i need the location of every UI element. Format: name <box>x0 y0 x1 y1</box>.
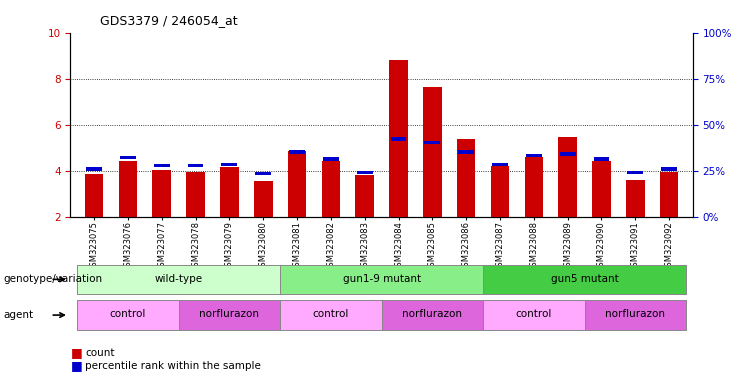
Text: control: control <box>313 310 349 319</box>
Bar <box>659 172 679 217</box>
Bar <box>222 163 237 166</box>
Text: control: control <box>516 310 552 319</box>
Bar <box>119 161 137 217</box>
Bar <box>288 151 306 217</box>
Bar <box>391 137 406 141</box>
Bar <box>289 150 305 154</box>
Bar <box>492 163 508 166</box>
Text: count: count <box>85 348 115 358</box>
Bar <box>457 139 476 217</box>
Bar <box>525 157 543 217</box>
Bar <box>120 156 136 159</box>
Bar <box>280 300 382 330</box>
Text: norflurazon: norflurazon <box>402 310 462 319</box>
Bar <box>423 87 442 217</box>
Bar <box>491 166 509 217</box>
Bar <box>186 172 205 217</box>
Bar <box>483 265 686 294</box>
Bar <box>86 167 102 171</box>
Bar <box>77 300 179 330</box>
Text: genotype/variation: genotype/variation <box>4 274 103 285</box>
Text: ■: ■ <box>70 359 82 372</box>
Bar <box>153 170 171 217</box>
Text: norflurazon: norflurazon <box>605 310 665 319</box>
Bar <box>154 164 170 167</box>
Bar <box>356 175 374 217</box>
Bar <box>483 300 585 330</box>
Text: gun1-9 mutant: gun1-9 mutant <box>342 274 421 284</box>
Text: agent: agent <box>4 310 34 320</box>
Text: control: control <box>110 310 146 319</box>
Bar <box>220 167 239 217</box>
Bar <box>77 265 280 294</box>
Text: ■: ■ <box>70 346 82 359</box>
Bar <box>661 167 677 171</box>
Text: percentile rank within the sample: percentile rank within the sample <box>85 361 261 371</box>
Bar <box>357 171 373 174</box>
Bar <box>256 172 271 175</box>
Bar <box>187 164 204 167</box>
Bar <box>559 137 577 217</box>
Text: norflurazon: norflurazon <box>199 310 259 319</box>
Bar <box>425 141 440 144</box>
Bar <box>585 300 686 330</box>
Bar <box>323 157 339 161</box>
Bar <box>254 181 273 217</box>
Bar <box>592 161 611 217</box>
Bar <box>626 180 645 217</box>
Bar <box>458 150 474 154</box>
Bar <box>559 152 576 156</box>
Text: wild-type: wild-type <box>155 274 203 284</box>
Bar <box>382 300 483 330</box>
Bar <box>322 161 340 217</box>
Bar <box>84 174 104 217</box>
Bar <box>594 157 609 161</box>
Bar <box>526 154 542 157</box>
Bar <box>179 300 280 330</box>
Bar <box>389 60 408 217</box>
Bar <box>628 171 643 174</box>
Bar <box>280 265 483 294</box>
Text: gun5 mutant: gun5 mutant <box>551 274 619 284</box>
Text: GDS3379 / 246054_at: GDS3379 / 246054_at <box>100 14 238 27</box>
